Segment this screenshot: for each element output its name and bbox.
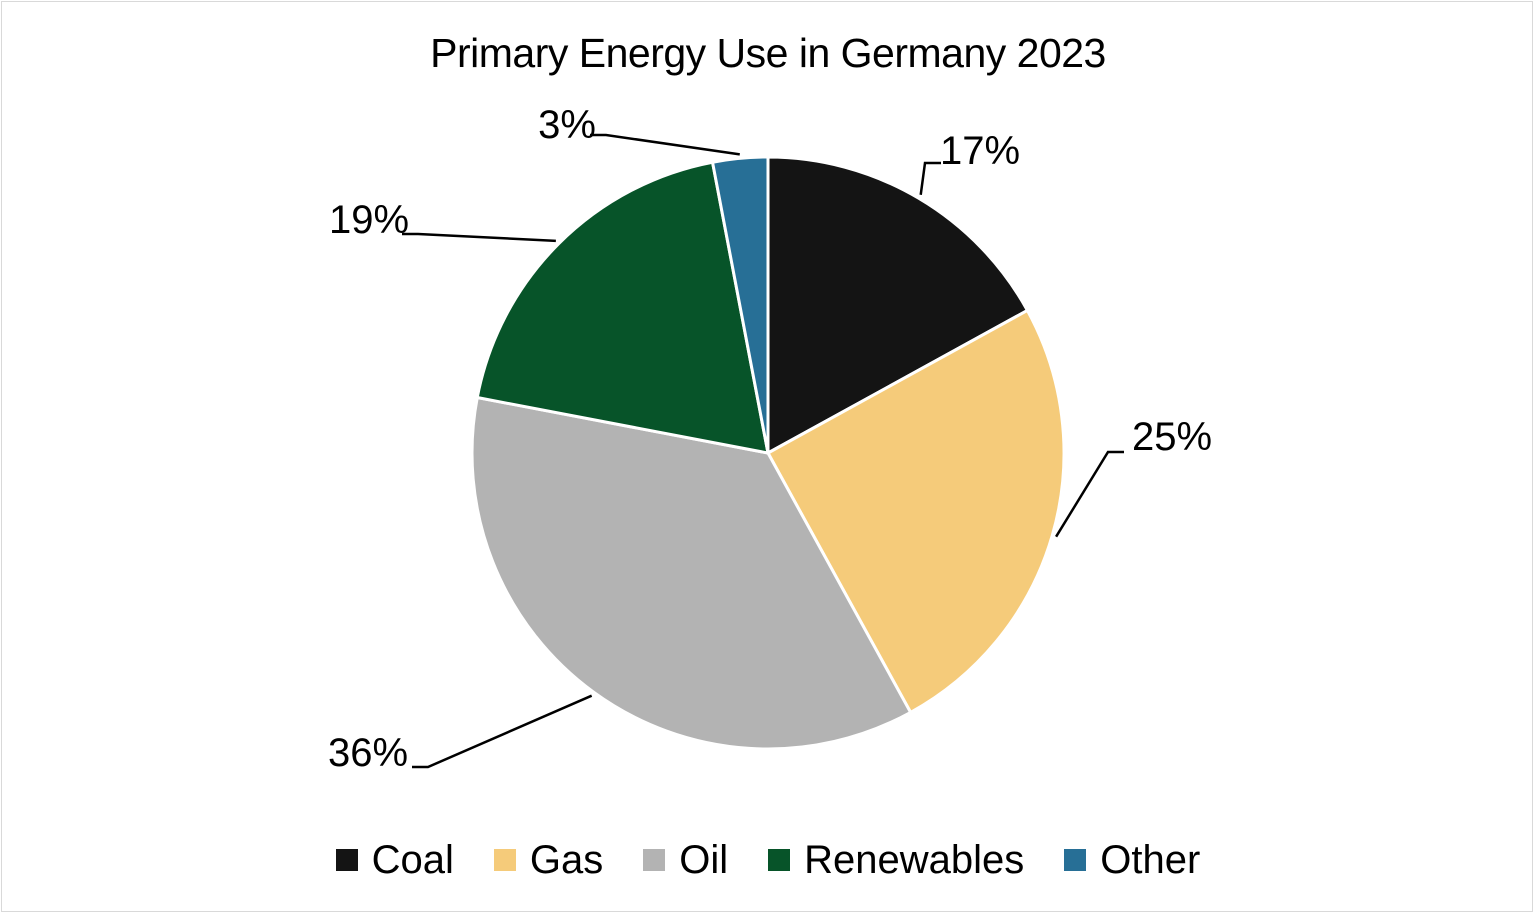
data-label-coal: 17% xyxy=(940,129,1020,173)
legend-item-renewables: Renewables xyxy=(768,838,1024,883)
legend-label-coal: Coal xyxy=(371,837,454,882)
data-label-renewables: 19% xyxy=(329,198,409,242)
leader-line-other xyxy=(590,133,740,156)
legend-item-oil: Oil xyxy=(643,838,728,883)
legend-swatch-renewables xyxy=(768,849,791,871)
leader-line-renewables xyxy=(402,232,556,243)
pie-slice-gas xyxy=(766,308,1066,714)
legend-label-oil: Oil xyxy=(679,837,729,882)
legend: Coal Gas Oil Renewables Other xyxy=(0,834,1536,886)
pie-slice-renewables xyxy=(475,160,770,455)
legend-swatch-gas xyxy=(493,849,516,871)
legend-item-other: Other xyxy=(1064,838,1200,883)
legend-swatch-coal xyxy=(335,849,358,871)
legend-item-gas: Gas xyxy=(493,837,604,883)
data-label-oil: 36% xyxy=(328,731,408,775)
legend-swatch-oil xyxy=(643,849,666,871)
pie-slice-oil xyxy=(470,396,913,751)
leader-line-coal xyxy=(919,161,941,195)
legend-label-renewables: Renewables xyxy=(804,837,1025,882)
data-label-other: 3% xyxy=(538,103,596,147)
leader-line-oil xyxy=(412,694,593,769)
pie-slice-coal xyxy=(766,155,1029,455)
chart-title: Primary Energy Use in Germany 2023 xyxy=(430,30,1106,76)
legend-label-gas: Gas xyxy=(529,837,604,882)
legend-item-coal: Coal xyxy=(335,837,454,883)
pie-slice-other xyxy=(711,155,770,455)
data-label-gas: 25% xyxy=(1132,415,1212,459)
legend-label-other: Other xyxy=(1100,837,1201,882)
leader-line-gas xyxy=(1055,450,1124,538)
legend-swatch-other xyxy=(1064,849,1087,871)
